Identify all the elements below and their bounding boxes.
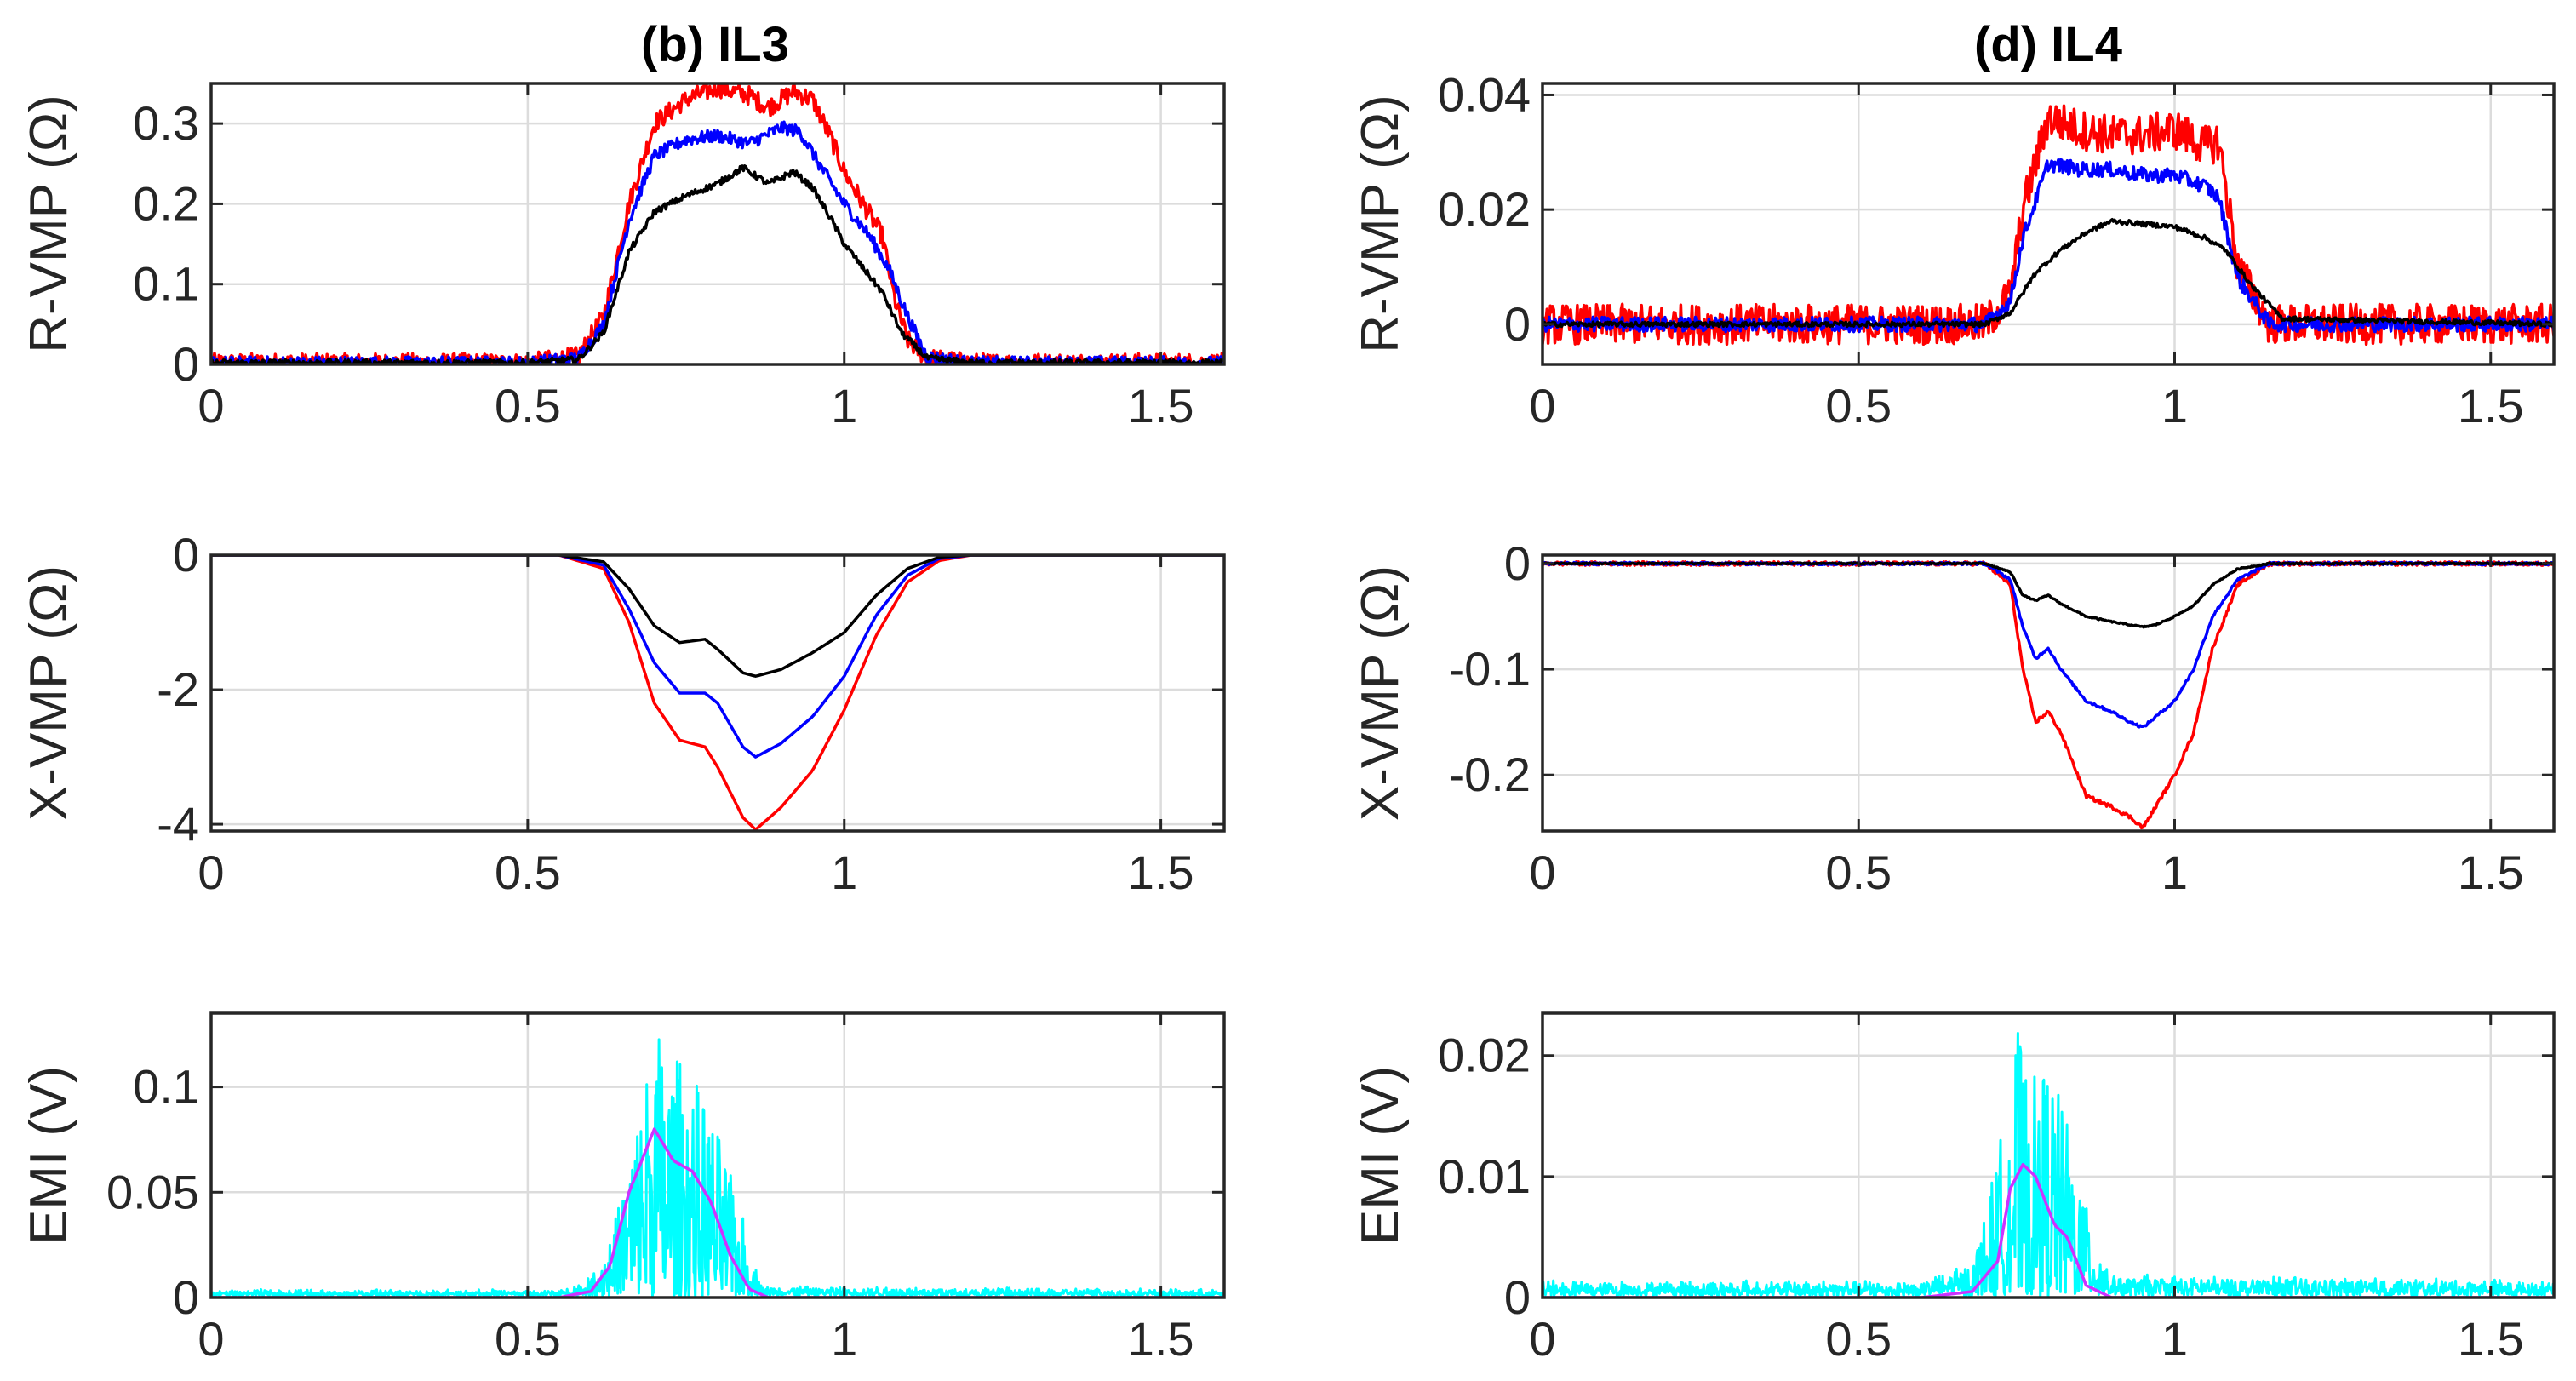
x-tick-label: 0.5 (1825, 1312, 1892, 1366)
series-line-magenta (1543, 1162, 2554, 1298)
subplot-container: 0 0.5 1 1.5 0 0.1 0.2 0.3 R-VMP (Ω) 0 0.5 1 1.5 0 0.02… (20, 67, 2556, 1366)
series-line-red (211, 555, 1224, 831)
x-tick-label: 0.5 (495, 379, 561, 433)
x-tick-label: 1 (2161, 845, 2188, 899)
axes-frame (1541, 1011, 2556, 1299)
axes-frame (209, 82, 1226, 366)
axes-frame (209, 1011, 1226, 1299)
y-tick-label: 0 (1504, 297, 1531, 351)
y-tick-label: 0.2 (133, 176, 199, 230)
axes-frame (1541, 82, 2556, 366)
y-axis-label: EMI (V) (20, 1066, 78, 1245)
y-tick-label: 0.1 (133, 257, 199, 311)
y-axis-label: X-VMP (Ω) (20, 565, 78, 821)
plot-area (211, 83, 1224, 364)
subplot-d-r: 0 0.5 1 1.5 0 0.02 0.04 R-VMP (Ω) (1351, 67, 2556, 433)
series-line-red (1543, 559, 2554, 830)
x-tick-label: 1.5 (2458, 845, 2524, 899)
x-tick-label: 0 (1529, 379, 1555, 433)
y-tick-label: 0.02 (1438, 1029, 1531, 1082)
x-tick-label: 1 (831, 1312, 857, 1366)
y-tick-label: 0.02 (1438, 182, 1531, 236)
panel-title-d: (d) IL4 (1974, 17, 2122, 72)
x-tick-label: 1.5 (2458, 1312, 2524, 1366)
x-tick-label: 1.5 (2458, 379, 2524, 433)
y-tick-label: 0.05 (106, 1165, 199, 1218)
x-tick-label: 0 (197, 845, 224, 899)
x-tick-label: 0.5 (1825, 379, 1892, 433)
series-line-red (1543, 104, 2554, 347)
axes-frame (209, 553, 1226, 833)
subplot-b-x: 0 0.5 1 1.5 -4 -2 0 X-VMP (Ω) (20, 528, 1226, 899)
y-axis-label: R-VMP (Ω) (1351, 95, 1410, 353)
y-tick-label: 0.3 (133, 96, 199, 150)
x-tick-label: 1.5 (1128, 845, 1194, 899)
series-line-magenta (211, 1127, 1224, 1298)
y-tick-label: -0.1 (1449, 642, 1531, 696)
plot-area (1543, 104, 2554, 347)
x-tick-label: 0 (1529, 845, 1555, 899)
x-tick-label: 1.5 (1128, 1312, 1194, 1366)
series-line-black (211, 555, 1224, 678)
y-tick-label: 0 (173, 1270, 199, 1324)
series-line-blue (1543, 158, 2554, 334)
subplot-d-x: 0 0.5 1 1.5 -0.2 -0.1 0 X-VMP (Ω) (1351, 536, 2556, 899)
series-line-cyan (1543, 1032, 2554, 1298)
x-tick-label: 0.5 (1825, 845, 1892, 899)
y-tick-label: 0 (173, 528, 199, 582)
x-tick-label: 1.5 (1128, 379, 1194, 433)
series-line-cyan (211, 1038, 1224, 1298)
series-line-black (1543, 217, 2554, 329)
series-line-blue (211, 555, 1224, 759)
plot-area (211, 1038, 1224, 1298)
series-line-blue (211, 120, 1224, 364)
x-tick-label: 0 (197, 379, 224, 433)
x-tick-label: 1 (2161, 379, 2188, 433)
y-axis-label: R-VMP (Ω) (20, 95, 78, 353)
x-tick-label: 0.5 (495, 1312, 561, 1366)
y-tick-label: 0 (1504, 536, 1531, 590)
series-line-black (1543, 561, 2554, 629)
y-tick-label: -4 (157, 797, 199, 851)
x-tick-label: 0 (1529, 1312, 1555, 1366)
x-tick-label: 0.5 (495, 845, 561, 899)
subplot-d-emi: 0 0.5 1 1.5 0 0.01 0.02 EMI (V) (1351, 1011, 2556, 1366)
y-tick-label: 0 (1504, 1270, 1531, 1324)
x-tick-label: 1 (831, 379, 857, 433)
plot-area (1543, 1032, 2554, 1298)
y-axis-label: EMI (V) (1351, 1066, 1410, 1245)
x-tick-label: 1 (2161, 1312, 2188, 1366)
subplot-b-r: 0 0.5 1 1.5 0 0.1 0.2 0.3 R-VMP (Ω) (20, 82, 1226, 433)
plot-area (211, 555, 1224, 831)
plot-area (1543, 559, 2554, 830)
series-line-black (211, 164, 1224, 364)
x-tick-label: 0 (197, 1312, 224, 1366)
subplot-b-emi: 0 0.5 1 1.5 0 0.05 0.1 EMI (V) (20, 1011, 1226, 1366)
panel-title-b: (b) IL3 (641, 17, 789, 72)
x-tick-label: 1 (831, 845, 857, 899)
y-tick-label: -2 (157, 662, 199, 716)
y-axis-label: X-VMP (Ω) (1351, 565, 1410, 821)
y-tick-label: 0 (173, 337, 199, 391)
series-line-blue (1543, 560, 2554, 729)
y-tick-label: 0.01 (1438, 1149, 1531, 1203)
axes-frame (1541, 553, 2556, 833)
y-tick-label: 0.1 (133, 1060, 199, 1114)
y-tick-label: 0.04 (1438, 67, 1531, 121)
y-tick-label: -0.2 (1449, 748, 1531, 801)
